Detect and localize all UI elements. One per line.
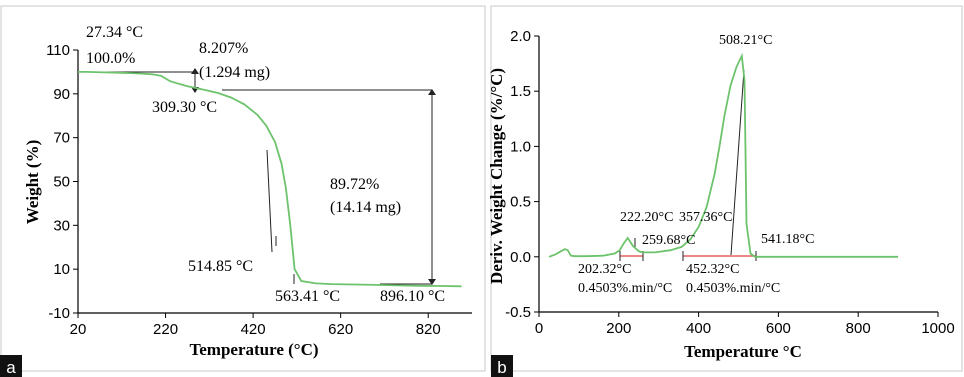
x-tick-label: 600 bbox=[766, 320, 791, 337]
panel-a-tangent bbox=[266, 149, 273, 253]
y-tick-label: 90 bbox=[53, 86, 70, 103]
panel-b-label-259: 259.68°C bbox=[642, 233, 695, 248]
y-tick-label: 30 bbox=[53, 217, 70, 234]
panel-b-label-541: 541.18°C bbox=[761, 232, 814, 247]
panel-b-reference-lines bbox=[619, 69, 757, 261]
y-tick-label: 70 bbox=[53, 130, 70, 147]
panel-a-label-onset-temp: 27.34 °C bbox=[86, 24, 143, 41]
y-tick-label: 0.5 bbox=[510, 194, 531, 211]
panel-a-tag: a bbox=[6, 358, 16, 377]
y-tick-label: 10 bbox=[53, 261, 70, 278]
panel-a-label-step1-percent: 8.207% bbox=[199, 40, 248, 57]
x-tick-label: 1000 bbox=[921, 320, 954, 337]
panel-b-tag-bg bbox=[491, 355, 513, 377]
x-tick-label: 800 bbox=[846, 320, 871, 337]
x-tick-label: 820 bbox=[416, 321, 441, 338]
panel-b-tangent bbox=[730, 69, 745, 256]
panel-b-y-axis-title: Deriv. Weight Change (%/°C) bbox=[487, 68, 506, 284]
panel-a-frame bbox=[0, 5, 486, 372]
panel-a-tag-bg bbox=[0, 355, 22, 377]
panel-b-derivative-curve bbox=[548, 52, 899, 258]
y-tick-label: -10 bbox=[48, 305, 70, 322]
x-tick-label: 220 bbox=[153, 321, 178, 338]
panel-b-x-axis-title: Temperature °C bbox=[684, 342, 802, 361]
x-tick-label: 0 bbox=[535, 320, 543, 337]
panel-b-frame bbox=[490, 5, 963, 372]
panel-b-label-452: 452.32°C bbox=[686, 262, 739, 277]
panel-a-label-896: 896.10 °C bbox=[380, 288, 445, 305]
y-tick-label: 110 bbox=[46, 42, 70, 59]
x-tick-label: 400 bbox=[686, 320, 711, 337]
panel-a-label-514: 514.85 °C bbox=[188, 258, 253, 275]
panel-a: 20 220 420 620 820 -10 10 30 50 70 90 110 Temperatu… bbox=[0, 5, 486, 377]
panel-b-tag: b bbox=[497, 358, 506, 377]
y-tick-label: -0.5 bbox=[505, 304, 531, 321]
panel-a-weight-curve bbox=[78, 71, 462, 288]
panel-b-ticks: 0 200 400 600 800 1000 -0.5 0.0 0.5 1.0 1.5 2.0 bbox=[505, 28, 955, 337]
panel-b-label-202: 202.32°C bbox=[578, 262, 631, 277]
panel-a-ticks: 20 220 420 620 820 -10 10 30 50 70 90 110 bbox=[46, 42, 441, 338]
x-tick-label: 620 bbox=[328, 321, 353, 338]
panel-a-label-step1-mass: (1.294 mg) bbox=[199, 64, 270, 81]
panel-a-label-563: 563.41 °C bbox=[275, 288, 340, 305]
panel-a-y-axis-title: Weight (%) bbox=[23, 140, 42, 225]
panel-b: 0 200 400 600 800 1000 -0.5 0.0 0.5 1.0 1.5 2.0 Tem… bbox=[487, 5, 963, 377]
y-tick-label: 2.0 bbox=[510, 28, 531, 45]
panel-b-label-222: 222.20°C bbox=[620, 210, 673, 225]
y-tick-label: 50 bbox=[53, 174, 70, 191]
x-tick-label: 20 bbox=[70, 321, 87, 338]
panel-a-label-step2-percent: 89.72% bbox=[330, 176, 379, 193]
panel-b-label-357: 357.36°C bbox=[679, 210, 732, 225]
panel-a-label-initial-weight: 100.0% bbox=[86, 50, 135, 67]
x-tick-label: 420 bbox=[241, 321, 266, 338]
y-tick-label: 1.0 bbox=[510, 138, 531, 155]
y-tick-label: 0.0 bbox=[510, 249, 531, 266]
panel-b-label-508: 508.21°C bbox=[719, 33, 772, 48]
x-tick-label: 200 bbox=[606, 320, 631, 337]
panel-b-label-rate-1: 0.4503%.min/°C bbox=[578, 281, 672, 296]
panel-a-label-step1-temp: 309.30 °C bbox=[152, 99, 217, 116]
panel-b-label-rate-2: 0.4503%.min/°C bbox=[686, 281, 780, 296]
panel-a-label-step2-mass: (14.14 mg) bbox=[330, 199, 401, 216]
panel-a-reference-lines bbox=[80, 68, 436, 285]
panel-a-x-axis-title: Temperature (°C) bbox=[189, 340, 318, 359]
y-tick-label: 1.5 bbox=[510, 83, 531, 100]
